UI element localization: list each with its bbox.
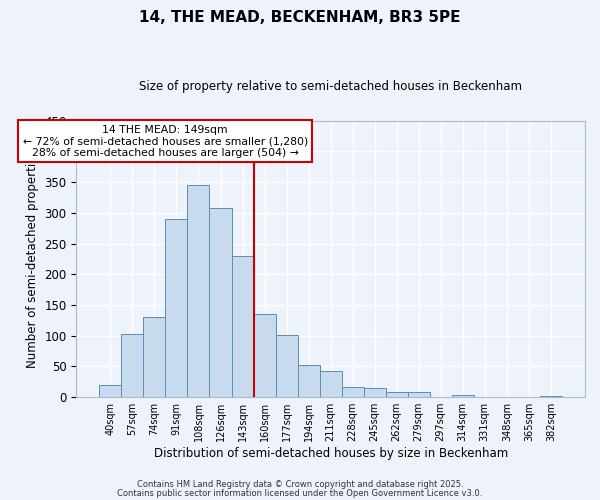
Text: Contains HM Land Registry data © Crown copyright and database right 2025.: Contains HM Land Registry data © Crown c…: [137, 480, 463, 489]
Bar: [187, 185, 209, 397]
Bar: [209, 208, 232, 397]
Bar: [121, 334, 143, 397]
Bar: [275, 335, 298, 397]
Bar: [540, 396, 562, 397]
Bar: [232, 256, 254, 397]
Text: 14, THE MEAD, BECKENHAM, BR3 5PE: 14, THE MEAD, BECKENHAM, BR3 5PE: [139, 10, 461, 25]
X-axis label: Distribution of semi-detached houses by size in Beckenham: Distribution of semi-detached houses by …: [154, 447, 508, 460]
Bar: [408, 392, 430, 397]
Text: Contains public sector information licensed under the Open Government Licence v3: Contains public sector information licen…: [118, 488, 482, 498]
Bar: [143, 318, 166, 397]
Bar: [386, 392, 408, 397]
Bar: [364, 388, 386, 397]
Bar: [298, 364, 320, 397]
Bar: [100, 385, 121, 397]
Bar: [166, 219, 187, 397]
Bar: [254, 314, 275, 397]
Bar: [341, 388, 364, 397]
Text: 14 THE MEAD: 149sqm
← 72% of semi-detached houses are smaller (1,280)
28% of sem: 14 THE MEAD: 149sqm ← 72% of semi-detach…: [23, 124, 308, 158]
Y-axis label: Number of semi-detached properties: Number of semi-detached properties: [26, 150, 39, 368]
Bar: [320, 372, 341, 397]
Title: Size of property relative to semi-detached houses in Beckenham: Size of property relative to semi-detach…: [139, 80, 522, 93]
Bar: [452, 394, 474, 397]
